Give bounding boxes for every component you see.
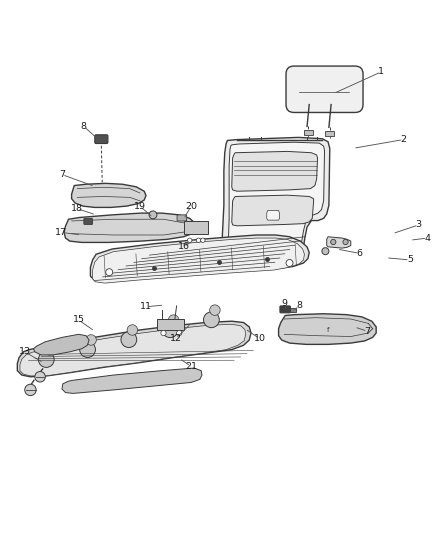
FancyBboxPatch shape	[279, 306, 290, 313]
Circle shape	[209, 305, 219, 316]
Polygon shape	[278, 314, 375, 344]
Circle shape	[187, 238, 191, 243]
FancyBboxPatch shape	[289, 308, 295, 312]
FancyBboxPatch shape	[95, 135, 108, 143]
Text: 18: 18	[71, 204, 83, 213]
Text: 10: 10	[253, 334, 265, 343]
Circle shape	[39, 352, 54, 367]
Text: 2: 2	[399, 135, 406, 144]
Text: 4: 4	[424, 233, 429, 243]
FancyBboxPatch shape	[157, 319, 183, 330]
Text: 21: 21	[185, 362, 197, 371]
Polygon shape	[228, 142, 324, 251]
Circle shape	[168, 315, 178, 325]
Text: 1: 1	[378, 67, 384, 76]
Circle shape	[127, 325, 137, 335]
Circle shape	[35, 372, 45, 382]
Text: 8: 8	[81, 122, 87, 131]
Text: 12: 12	[170, 334, 181, 343]
Text: 7: 7	[364, 327, 370, 336]
Polygon shape	[92, 238, 304, 283]
Text: 19: 19	[134, 201, 145, 211]
Polygon shape	[326, 237, 350, 248]
Circle shape	[44, 345, 55, 355]
Polygon shape	[90, 235, 308, 282]
Circle shape	[149, 211, 156, 219]
Circle shape	[342, 239, 347, 245]
Circle shape	[321, 248, 328, 255]
Text: 8: 8	[296, 301, 301, 310]
FancyBboxPatch shape	[325, 131, 333, 136]
Text: 7: 7	[59, 170, 65, 179]
FancyBboxPatch shape	[177, 215, 186, 221]
Text: 9: 9	[281, 299, 286, 308]
Polygon shape	[231, 195, 313, 226]
Text: 16: 16	[177, 243, 189, 251]
Text: 17: 17	[55, 228, 67, 237]
Circle shape	[160, 330, 166, 336]
Polygon shape	[71, 183, 146, 207]
Polygon shape	[64, 213, 195, 243]
Text: 20: 20	[185, 201, 197, 211]
Circle shape	[121, 332, 136, 348]
Circle shape	[162, 322, 177, 337]
Circle shape	[25, 384, 36, 395]
Circle shape	[286, 260, 292, 266]
Circle shape	[85, 335, 96, 345]
Circle shape	[106, 269, 113, 276]
Text: f: f	[326, 327, 328, 333]
Polygon shape	[20, 324, 245, 376]
FancyBboxPatch shape	[84, 219, 92, 224]
Text: 13: 13	[19, 348, 31, 357]
Text: 15: 15	[72, 316, 85, 325]
Polygon shape	[266, 211, 279, 220]
Circle shape	[80, 342, 95, 358]
Circle shape	[330, 239, 335, 245]
Circle shape	[203, 312, 219, 328]
Polygon shape	[62, 368, 201, 393]
Text: 11: 11	[140, 302, 152, 311]
Polygon shape	[221, 138, 329, 257]
Circle shape	[196, 238, 200, 243]
FancyBboxPatch shape	[183, 221, 207, 233]
Text: 6: 6	[356, 249, 362, 258]
Text: 5: 5	[406, 255, 412, 264]
Circle shape	[200, 238, 205, 243]
Polygon shape	[231, 151, 317, 191]
FancyBboxPatch shape	[286, 66, 362, 112]
Polygon shape	[17, 321, 251, 377]
FancyBboxPatch shape	[303, 130, 312, 135]
Polygon shape	[33, 334, 89, 355]
Text: 3: 3	[415, 221, 421, 229]
Circle shape	[176, 330, 181, 336]
